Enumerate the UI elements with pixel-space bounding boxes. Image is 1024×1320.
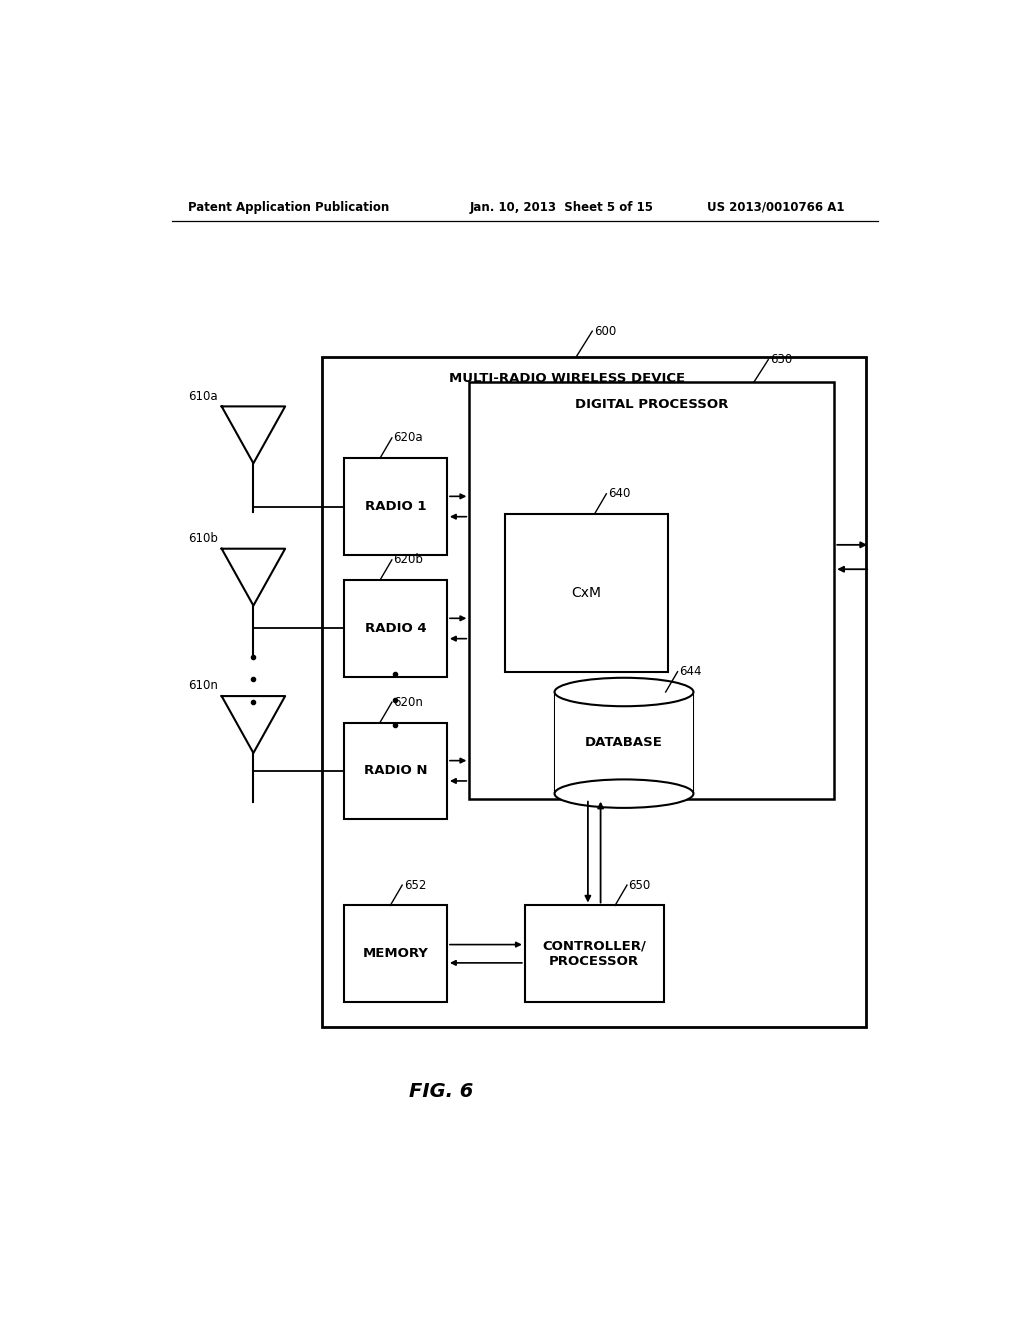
Bar: [505, 513, 668, 672]
Bar: [344, 581, 447, 677]
Text: Jan. 10, 2013  Sheet 5 of 15: Jan. 10, 2013 Sheet 5 of 15: [469, 201, 653, 214]
Bar: [555, 692, 693, 793]
Text: CONTROLLER/
PROCESSOR: CONTROLLER/ PROCESSOR: [543, 940, 646, 969]
Text: 620a: 620a: [393, 432, 423, 445]
Text: 620b: 620b: [393, 553, 423, 566]
Text: 630: 630: [770, 354, 793, 366]
Text: RADIO N: RADIO N: [364, 764, 427, 777]
Text: DATABASE: DATABASE: [585, 737, 663, 750]
Text: RADIO 4: RADIO 4: [365, 622, 426, 635]
Text: DIGITAL PROCESSOR: DIGITAL PROCESSOR: [575, 397, 728, 411]
Ellipse shape: [555, 677, 693, 706]
Ellipse shape: [555, 779, 693, 808]
Text: 650: 650: [629, 879, 651, 891]
Bar: [344, 458, 447, 554]
Text: MEMORY: MEMORY: [362, 948, 428, 960]
Text: 610b: 610b: [187, 532, 218, 545]
Bar: [524, 906, 664, 1002]
Bar: [344, 722, 447, 818]
Text: 620n: 620n: [393, 696, 423, 709]
Text: CxM: CxM: [571, 586, 601, 599]
Text: 610n: 610n: [187, 680, 218, 693]
Text: 610a: 610a: [188, 389, 218, 403]
Bar: [469, 381, 835, 799]
Bar: [344, 906, 447, 1002]
Text: 644: 644: [679, 665, 701, 678]
Text: RADIO 1: RADIO 1: [365, 500, 426, 513]
Text: 652: 652: [403, 879, 426, 891]
Text: 640: 640: [608, 487, 631, 500]
Bar: [323, 356, 866, 1027]
Text: 600: 600: [594, 325, 616, 338]
Text: Patent Application Publication: Patent Application Publication: [187, 201, 389, 214]
Text: MULTI-RADIO WIRELESS DEVICE: MULTI-RADIO WIRELESS DEVICE: [449, 372, 685, 385]
Text: US 2013/0010766 A1: US 2013/0010766 A1: [708, 201, 845, 214]
Text: FIG. 6: FIG. 6: [410, 1082, 474, 1101]
